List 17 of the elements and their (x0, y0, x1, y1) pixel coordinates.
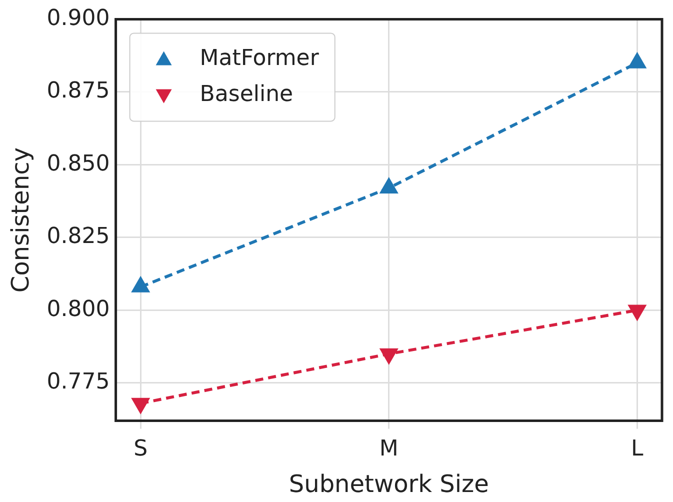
x-tick-label: M (379, 436, 398, 462)
point (628, 53, 646, 68)
legend-label: Baseline (200, 82, 294, 107)
y-tick-label: 0.775 (46, 370, 110, 395)
x-tick-label: L (631, 436, 644, 462)
y-axis-title: Consistency (6, 147, 35, 293)
x-axis-title: Subnetwork Size (288, 470, 489, 498)
y-tick-label: 0.825 (46, 224, 110, 250)
point (380, 348, 398, 364)
y-tick-label: 0.900 (46, 6, 110, 31)
legend-label: MatFormer (200, 46, 320, 71)
y-tick-label: 0.850 (46, 151, 110, 176)
y-tick-label: 0.800 (46, 296, 110, 322)
x-tick-label: S (134, 436, 148, 462)
point (132, 398, 150, 413)
y-tick-label: 0.875 (46, 78, 110, 104)
point (628, 304, 646, 320)
